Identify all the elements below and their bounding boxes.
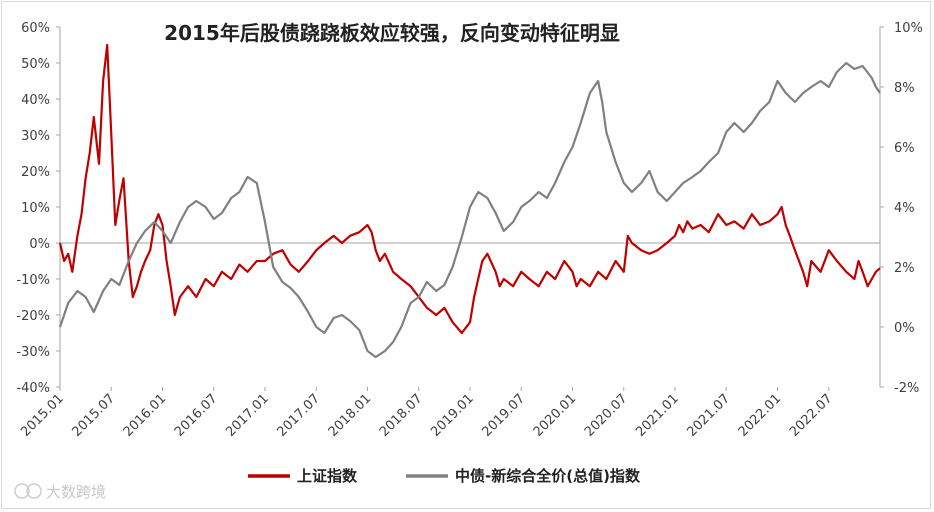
x-tick-label: 2018.01 [326,391,375,440]
y-left-tick-label: 10% [21,201,50,216]
watermark-logo-icon [14,483,30,499]
y-left-tick-label: 40% [21,93,50,108]
watermark-logo-ring-icon [26,483,42,499]
legend-label-bond: 中债-新综合全价(总值)指数 [455,467,641,485]
y-right-tick-label: 0% [894,321,915,336]
x-tick-label: 2020.07 [582,391,631,440]
y-right-tick-label: 2% [894,261,915,276]
x-tick-label: 2020.01 [531,391,580,440]
x-tick-label: 2016.01 [121,391,170,440]
x-tick-label: 2019.01 [428,391,477,440]
x-tick-label: 2022.01 [736,391,785,440]
y-right-tick-label: 4% [894,201,915,216]
x-tick-label: 2015.07 [69,391,118,440]
series-group [58,43,881,359]
y-left-tick-label: 30% [21,129,50,144]
y-left-tick-label: 50% [21,57,50,72]
x-tick-label: 2021.07 [684,391,733,440]
x-tick-label: 2017.07 [274,391,323,440]
y-left-tick-label: 0% [29,237,50,252]
watermark: 大数跨境 [14,483,106,501]
y-left-tick-label: 60% [21,21,50,36]
y-left-tick-label: -30% [16,345,50,360]
x-tick-label: 2019.07 [479,391,528,440]
y-left-tick-label: -40% [16,381,50,396]
y-right-tick-label: 6% [894,141,915,156]
y-left-tick-label: 20% [21,165,50,180]
x-tick-label: 2018.07 [377,391,426,440]
x-tick-label: 2017.01 [223,391,272,440]
chart-title: 2015年后股债跷跷板效应较强，反向变动特征明显 [164,21,620,45]
y-right-tick-label: 10% [894,21,923,36]
y-right-tick-label: -2% [894,381,919,396]
y-left-tick-label: -20% [16,309,50,324]
legend[interactable]: 上证指数 中债-新综合全价(总值)指数 [248,467,641,485]
legend-label-shanghai: 上证指数 [297,467,358,485]
x-tick-label: 2015.01 [18,391,67,440]
x-tick-label: 2022.07 [787,391,836,440]
series-line-shanghai-index [58,43,881,335]
series-line-bond-index [58,61,881,359]
y-right-tick-label: 8% [894,81,915,96]
x-tick-label: 2021.01 [633,391,682,440]
y-left-tick-label: -10% [16,273,50,288]
x-tick-label: 2016.07 [172,391,221,440]
watermark-text: 大数跨境 [46,483,106,501]
